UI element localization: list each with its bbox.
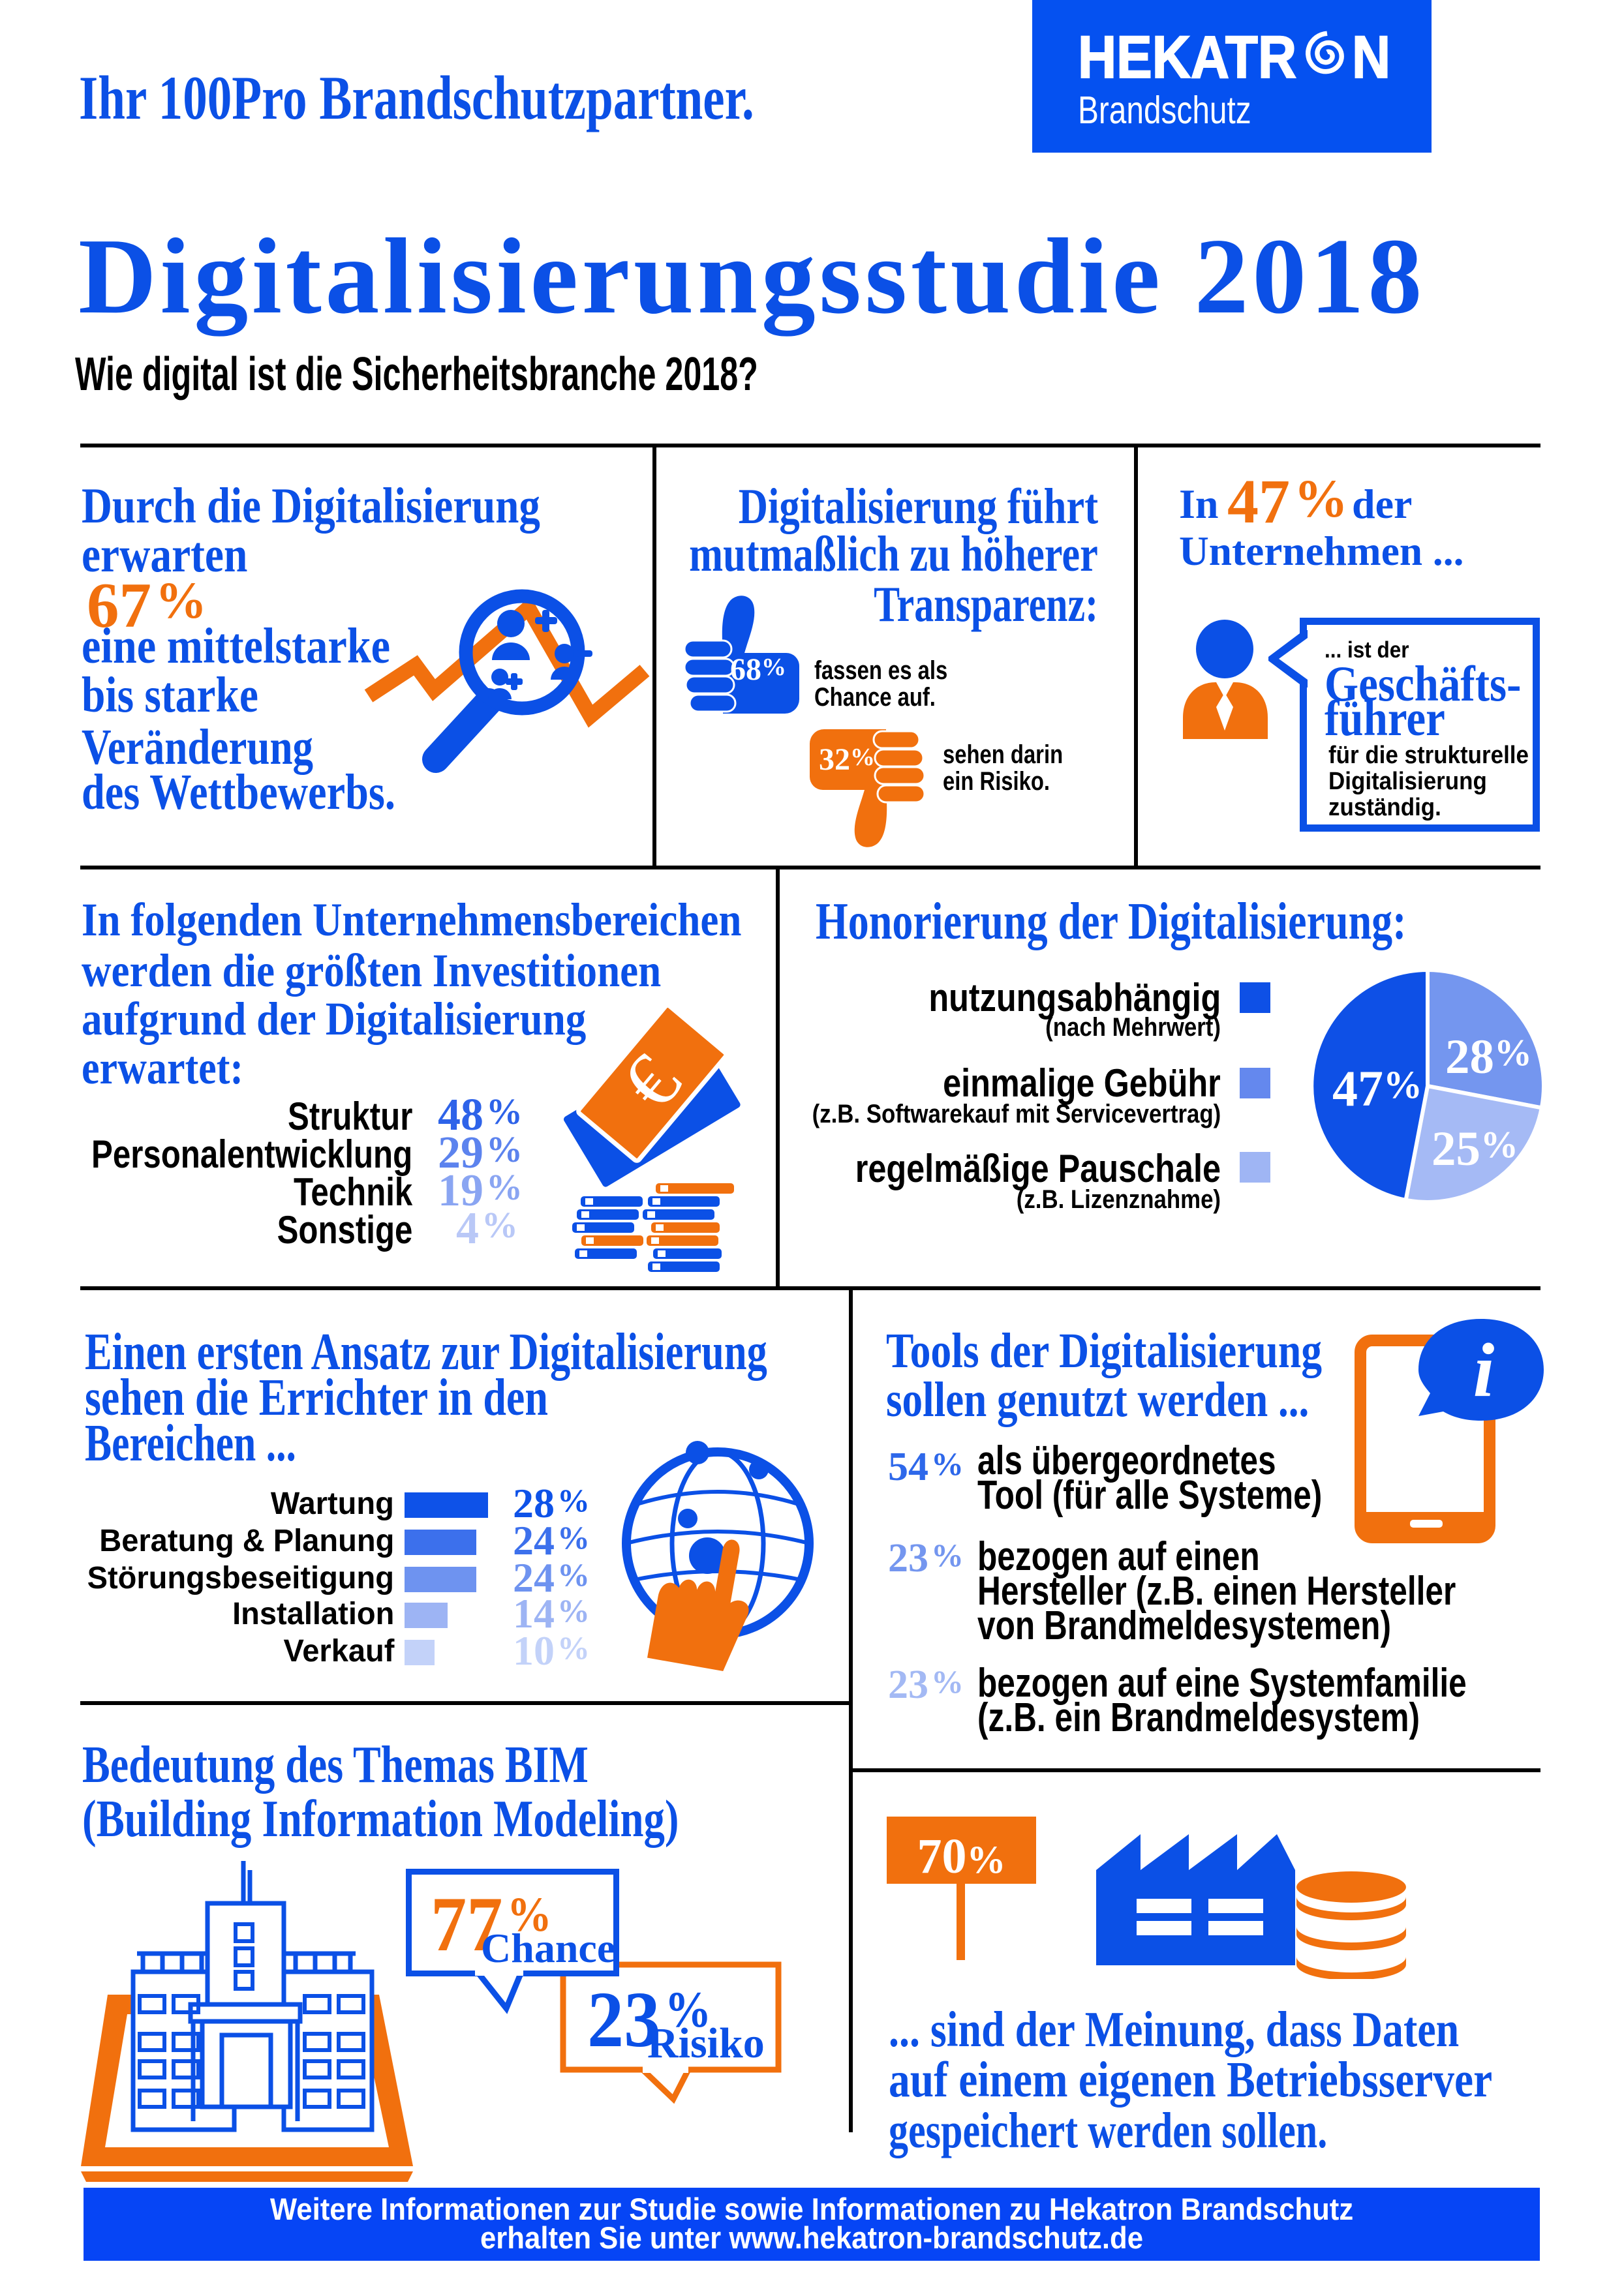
- svg-text:i: i: [1473, 1327, 1495, 1413]
- svg-text:32%: 32%: [819, 742, 875, 777]
- svg-text:47%: 47%: [1332, 1060, 1422, 1117]
